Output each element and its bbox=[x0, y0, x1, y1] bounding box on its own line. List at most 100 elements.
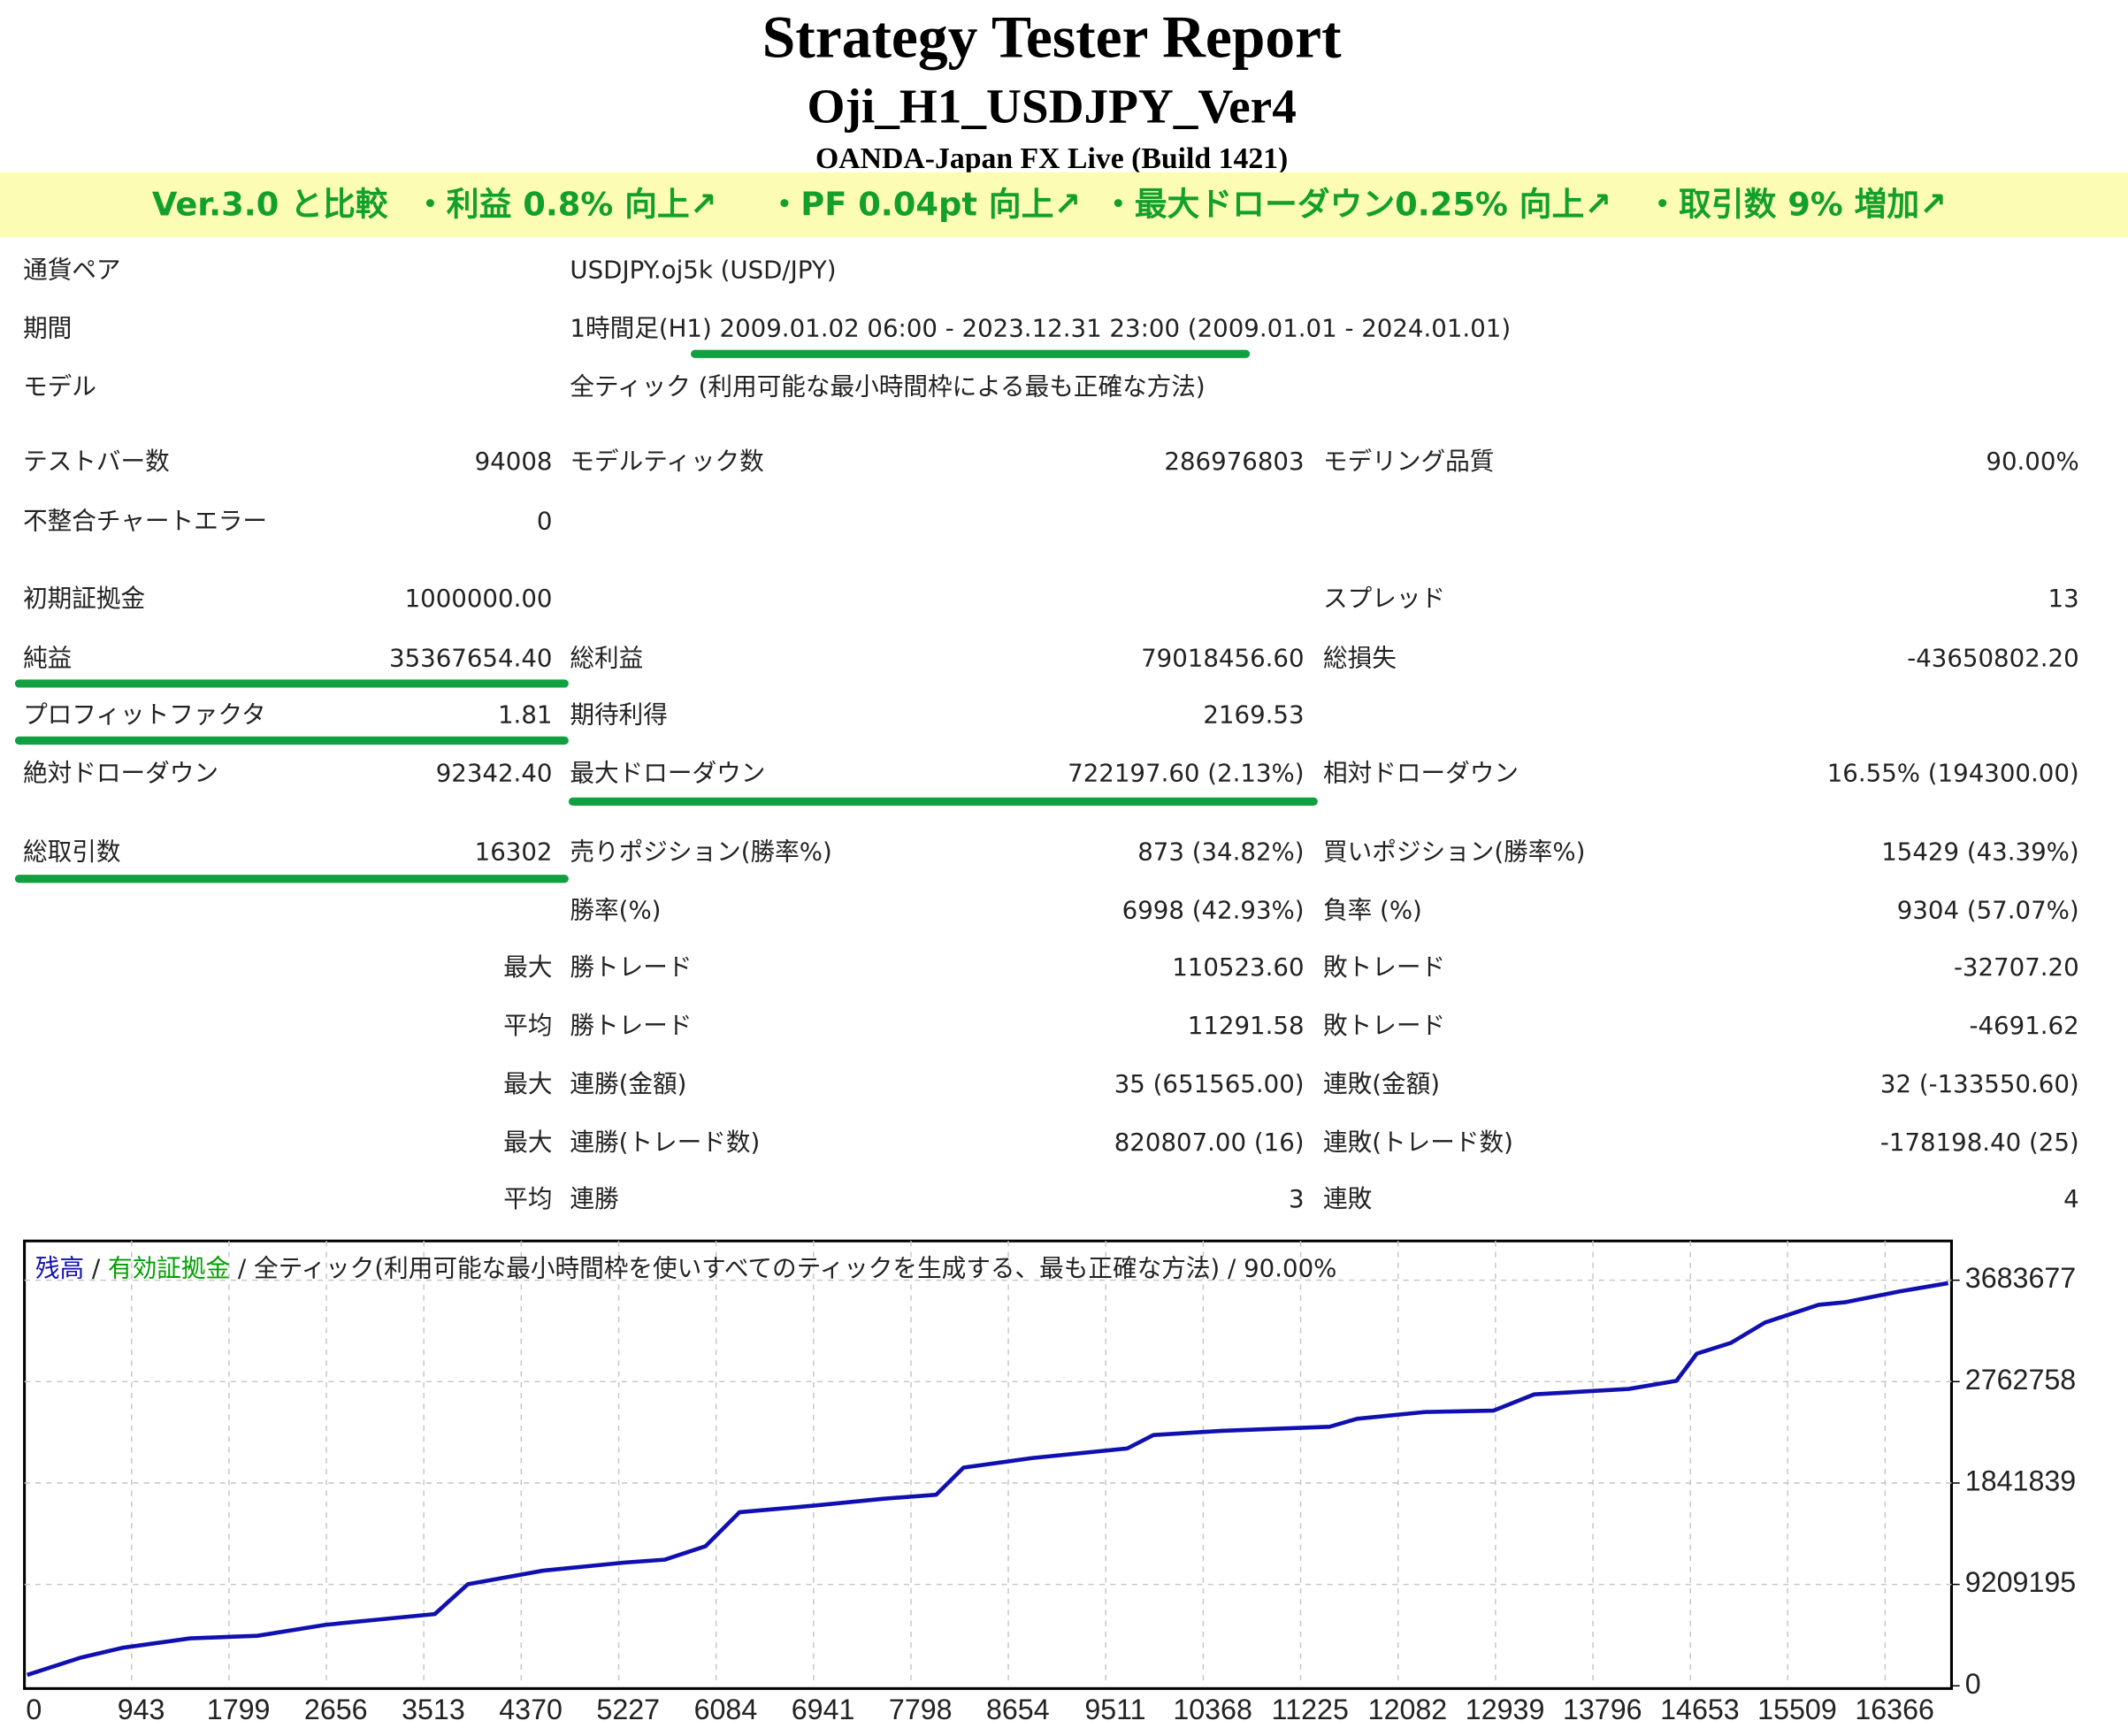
report-cell: 2169.53 bbox=[1203, 700, 1304, 730]
highlights bbox=[14, 349, 1318, 883]
balance-line bbox=[26, 1281, 1949, 1678]
x-tick-label: 3513 bbox=[402, 1694, 465, 1725]
report-cell: 連勝(金額) bbox=[570, 1069, 686, 1098]
subtitle: Oji_H1_USDJPY_Ver4 bbox=[807, 79, 1296, 133]
report-cell: 16.55% (194300.00) bbox=[1827, 759, 2079, 788]
x-tick-label: 2656 bbox=[304, 1694, 368, 1725]
legend-part: / bbox=[238, 1253, 247, 1282]
report-cell: 6998 (42.93%) bbox=[1122, 896, 1305, 925]
report-cell: 13 bbox=[2048, 584, 2079, 613]
report-cell: テストバー数 bbox=[23, 447, 170, 476]
report-cell: 最大ドローダウン bbox=[570, 759, 765, 788]
report-cell: 敗トレード bbox=[1323, 1011, 1445, 1040]
y-tick-label: 1841839 bbox=[1965, 1465, 2076, 1496]
report-cell: 1000000.00 bbox=[405, 584, 553, 613]
report-cell: 純益 bbox=[23, 643, 72, 672]
report-cell: 110523.60 bbox=[1172, 952, 1304, 982]
x-tick-label: 14653 bbox=[1660, 1694, 1740, 1725]
report-cell: 買いポジション(勝率%) bbox=[1323, 837, 1585, 867]
report-cell: 15429 (43.39%) bbox=[1881, 837, 2078, 867]
report-cell: 4 bbox=[2063, 1184, 2079, 1213]
report-cell: 11291.58 bbox=[1188, 1011, 1305, 1040]
banner-item: ・最大ドローダウン0.25% 向上↗ bbox=[1102, 186, 1611, 224]
legend-part: 有効証拠金 bbox=[108, 1253, 230, 1282]
x-tick-label: 11225 bbox=[1272, 1694, 1349, 1725]
report-cell: -43650802.20 bbox=[1907, 643, 2078, 672]
report-cell: -32707.20 bbox=[1954, 952, 2079, 982]
title: Strategy Tester Report bbox=[762, 4, 1342, 71]
x-tick-label: 10368 bbox=[1173, 1694, 1252, 1725]
x-tick-label: 6941 bbox=[792, 1694, 855, 1725]
report-cell: -4691.62 bbox=[1970, 1011, 2079, 1040]
report-cell: -178198.40 (25) bbox=[1880, 1128, 2079, 1157]
report-cell: 連勝 bbox=[570, 1184, 618, 1213]
report-cell: 勝トレード bbox=[570, 1011, 692, 1040]
report-cell: 最大 bbox=[503, 952, 552, 982]
report-cell: USDJPY.oj5k (USD/JPY) bbox=[570, 256, 836, 285]
report-cell: 連敗(トレード数) bbox=[1323, 1128, 1513, 1157]
report-cell: 通貨ペア bbox=[23, 256, 120, 285]
broker: OANDA-Japan FX Live (Build 1421) bbox=[815, 142, 1288, 175]
report-cell: スプレッド bbox=[1323, 584, 1445, 613]
x-tick-label: 9511 bbox=[1084, 1694, 1145, 1725]
x-tick-label: 0 bbox=[26, 1694, 42, 1725]
report-cell: 総利益 bbox=[570, 643, 643, 672]
report-cell: 勝トレード bbox=[570, 952, 692, 982]
report-cell: 1.81 bbox=[498, 700, 553, 730]
x-tick-label: 12082 bbox=[1368, 1694, 1448, 1725]
report-cell: 総損失 bbox=[1323, 643, 1397, 672]
report-cell: 35367654.40 bbox=[389, 643, 552, 672]
report-cell: 90.00% bbox=[1986, 447, 2078, 476]
legend-part: / bbox=[1228, 1253, 1236, 1282]
report-cell: 最大 bbox=[503, 1069, 552, 1098]
report-cell: 79018456.60 bbox=[1141, 643, 1304, 672]
report-cell: モデル bbox=[23, 372, 96, 401]
x-tick-label: 1799 bbox=[207, 1694, 271, 1725]
banner-item: ・利益 0.8% 向上↗ bbox=[414, 186, 717, 224]
report-cell: 9304 (57.07%) bbox=[1897, 896, 2079, 925]
report-cell: 平均 bbox=[503, 1184, 552, 1213]
report-cell: 売りポジション(勝率%) bbox=[570, 837, 831, 867]
report-cell: 平均 bbox=[503, 1011, 552, 1040]
report-cell: 期待利得 bbox=[570, 700, 667, 730]
x-tick-label: 5227 bbox=[596, 1694, 660, 1725]
report-cell: 16302 bbox=[475, 837, 553, 867]
legend-part: 90.00% bbox=[1244, 1253, 1336, 1282]
y-tick-label: 2762758 bbox=[1965, 1364, 2076, 1396]
banner-item: ・PF 0.04pt 向上↗ bbox=[768, 186, 1081, 224]
y-tick-label: 3683677 bbox=[1965, 1262, 2076, 1294]
report-cell: モデルティック数 bbox=[570, 447, 763, 476]
report-cell: 32 (-133550.60) bbox=[1880, 1069, 2079, 1098]
x-tick-label: 16366 bbox=[1855, 1694, 1934, 1725]
report-cell: 820807.00 (16) bbox=[1114, 1128, 1305, 1157]
report-cell: 1時間足(H1) 2009.01.02 06:00 - 2023.12.31 2… bbox=[570, 314, 1511, 343]
report-cell: 不整合チャートエラー bbox=[23, 506, 267, 535]
report-cell: プロフィットファクタ bbox=[23, 700, 266, 730]
x-tick-label: 13796 bbox=[1563, 1694, 1642, 1725]
legend: 残高 / 有効証拠金 / 全ティック(利用可能な最小時間枠を使いすべてのティック… bbox=[35, 1253, 1337, 1282]
report-cell: 連敗(金額) bbox=[1323, 1069, 1440, 1098]
report-cell: 35 (651565.00) bbox=[1114, 1069, 1305, 1098]
x-tick-label: 15509 bbox=[1757, 1694, 1837, 1725]
report-cell: 3 bbox=[1289, 1184, 1305, 1213]
report-cell: 全ティック (利用可能な最小時間枠による最も正確な方法) bbox=[570, 372, 1205, 401]
report-cell: 94008 bbox=[475, 447, 553, 476]
banner-bg bbox=[0, 172, 2128, 238]
report-cell: 連勝(トレード数) bbox=[570, 1128, 760, 1157]
x-tick-label: 7798 bbox=[889, 1694, 953, 1725]
report-cell: 期間 bbox=[23, 314, 72, 343]
report-cell: 連敗 bbox=[1323, 1184, 1372, 1213]
report-cell: 722197.60 (2.13%) bbox=[1068, 759, 1304, 788]
x-tick-label: 943 bbox=[118, 1694, 165, 1725]
banner-item: Ver.3.0 と比較 bbox=[152, 186, 388, 224]
x-tick-label: 4370 bbox=[499, 1694, 563, 1725]
x-tick-label: 8654 bbox=[986, 1694, 1050, 1725]
report-cell: 敗トレード bbox=[1323, 952, 1445, 982]
report-cell: 初期証拠金 bbox=[23, 584, 145, 613]
report-cell: 最大 bbox=[503, 1128, 552, 1157]
report-cell: 0 bbox=[537, 506, 553, 535]
report-cell: 総取引数 bbox=[23, 837, 120, 867]
report-cell: 勝率(%) bbox=[570, 896, 661, 925]
